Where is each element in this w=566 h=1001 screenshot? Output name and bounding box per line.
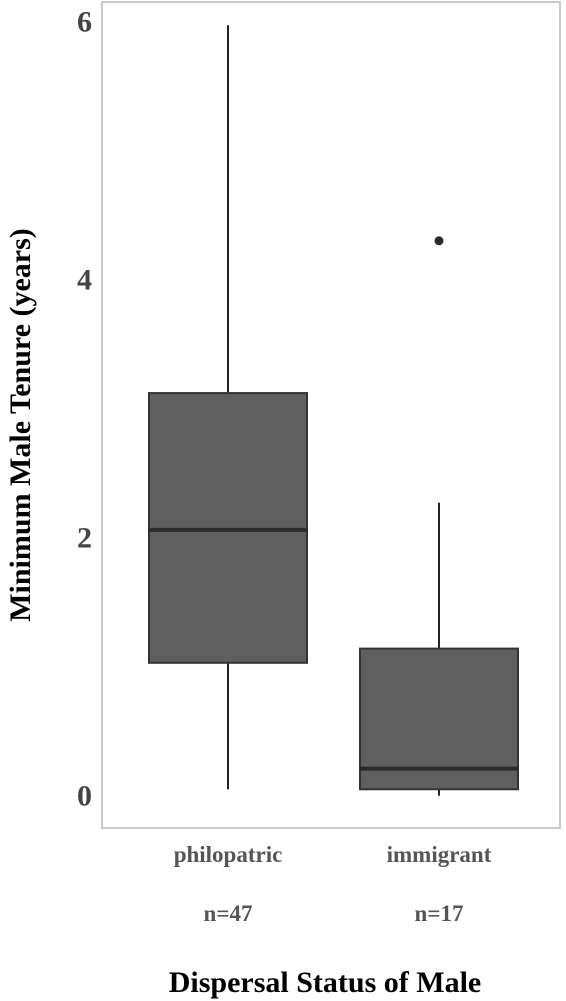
y-tick-label: 2 [77,522,92,555]
box-immigrant [359,236,519,796]
x-category-label: philopatric [174,842,283,867]
x-category-labels: philopatric n=47 immigrant n=17 [174,842,492,926]
y-tick-label: 6 [77,5,92,38]
iqr-box [359,647,519,791]
outlier-point [434,236,444,246]
x-category-label: immigrant [387,842,492,867]
y-tick-label: 0 [77,780,92,813]
boxes-layer [148,25,519,796]
y-axis-title: Minimum Male Tenure (years) [4,228,37,622]
sample-size-label: n=47 [204,901,253,926]
y-tick-label: 4 [77,263,92,296]
sample-size-label: n=17 [415,901,464,926]
y-tick-labels: 0 2 4 6 [77,5,92,812]
box-philopatric [148,25,308,790]
x-axis-title: Dispersal Status of Male [169,966,481,999]
